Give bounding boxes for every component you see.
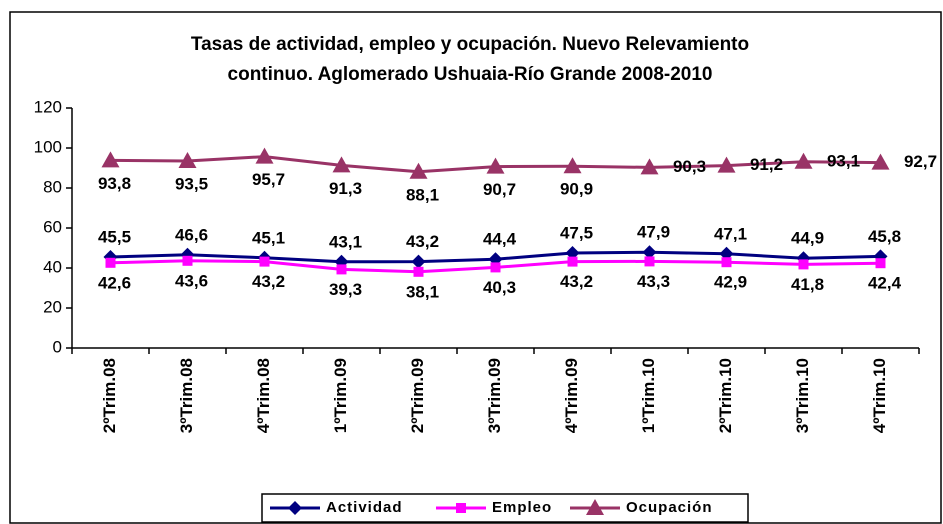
marker [586, 499, 604, 515]
data-label: 47,9 [637, 223, 670, 242]
data-label: 47,5 [560, 223, 593, 242]
y-tick-label: 120 [34, 97, 62, 116]
chart-title-line: continuo. Aglomerado Ushuaia-Río Grande … [228, 64, 713, 85]
y-tick-label: 40 [43, 257, 62, 276]
data-label: 43,1 [329, 232, 362, 251]
marker [640, 158, 659, 175]
data-label: 38,1 [406, 282, 439, 301]
data-label: 93,1 [827, 151, 860, 170]
data-label: 44,9 [791, 229, 824, 248]
data-label: 88,1 [406, 185, 439, 204]
marker [642, 245, 657, 260]
marker [717, 156, 736, 173]
data-label: 91,3 [329, 179, 362, 198]
marker [875, 258, 886, 269]
data-label: 45,8 [868, 227, 901, 246]
marker [288, 501, 302, 515]
y-tick-label: 0 [53, 337, 62, 356]
data-label: 45,5 [98, 227, 131, 246]
x-tick-label: 3ºTrim.10 [793, 358, 812, 433]
legend-box [261, 493, 749, 523]
marker [105, 257, 116, 268]
marker [486, 157, 505, 174]
x-tick-label: 2ºTrim.10 [716, 358, 735, 433]
x-tick-label: 4ºTrim.08 [254, 358, 273, 433]
legend-label: Actividad [326, 499, 403, 516]
data-label: 42,4 [868, 274, 902, 293]
data-label: 92,7 [904, 152, 937, 171]
data-label: 44,4 [483, 230, 517, 249]
marker [565, 246, 580, 260]
data-label: 45,1 [252, 228, 285, 247]
marker [409, 162, 428, 179]
data-label: 41,8 [791, 275, 824, 294]
data-label: 42,6 [98, 273, 131, 292]
data-label: 43,3 [637, 272, 670, 291]
data-label: 43,2 [560, 272, 593, 291]
y-tick-label: 80 [43, 177, 62, 196]
legend-label: Empleo [492, 499, 552, 516]
x-tick-label: 4ºTrim.09 [562, 358, 581, 433]
marker [101, 151, 120, 168]
data-label: 91,2 [750, 155, 783, 174]
marker [563, 157, 582, 174]
x-tick-label: 1ºTrim.10 [639, 358, 658, 433]
data-label: 93,5 [175, 174, 208, 193]
marker [332, 156, 351, 173]
x-tick-label: 2ºTrim.08 [100, 358, 119, 433]
marker [456, 503, 466, 513]
x-tick-label: 4ºTrim.10 [870, 358, 889, 433]
marker [259, 256, 270, 267]
data-label: 90,7 [483, 180, 516, 199]
data-label: 42,9 [714, 273, 747, 292]
data-label: 39,3 [329, 280, 362, 299]
x-tick-label: 2ºTrim.09 [408, 358, 427, 433]
marker [644, 256, 655, 267]
data-label: 40,3 [483, 278, 516, 297]
y-tick-label: 60 [43, 217, 62, 236]
marker [490, 262, 501, 273]
data-label: 43,2 [252, 272, 285, 291]
legend-label: Ocupación [626, 499, 713, 516]
chart-title-line: Tasas de actividad, empleo y ocupación. … [191, 34, 749, 55]
marker [871, 153, 890, 170]
x-tick-label: 3ºTrim.09 [485, 358, 504, 433]
x-tick-label: 1ºTrim.09 [331, 358, 350, 433]
data-label: 43,6 [175, 271, 208, 290]
chart-title: Tasas de actividad, empleo y ocupación. … [191, 34, 749, 85]
y-tick-label: 20 [43, 297, 62, 316]
marker [798, 259, 809, 270]
data-label: 90,3 [673, 157, 706, 176]
marker [255, 147, 274, 164]
marker [411, 254, 426, 269]
marker [178, 152, 197, 168]
marker [413, 266, 424, 277]
marker [567, 256, 578, 267]
data-label: 95,7 [252, 170, 285, 189]
marker [182, 255, 193, 266]
data-label: 47,1 [714, 224, 747, 243]
x-tick-label: 3ºTrim.08 [177, 358, 196, 433]
data-label: 93,8 [98, 174, 131, 193]
marker [721, 257, 732, 268]
data-label: 43,2 [406, 232, 439, 251]
y-tick-label: 100 [34, 137, 62, 156]
data-label: 46,6 [175, 225, 208, 244]
marker [794, 152, 813, 169]
marker [336, 264, 347, 275]
data-label: 90,9 [560, 180, 593, 199]
